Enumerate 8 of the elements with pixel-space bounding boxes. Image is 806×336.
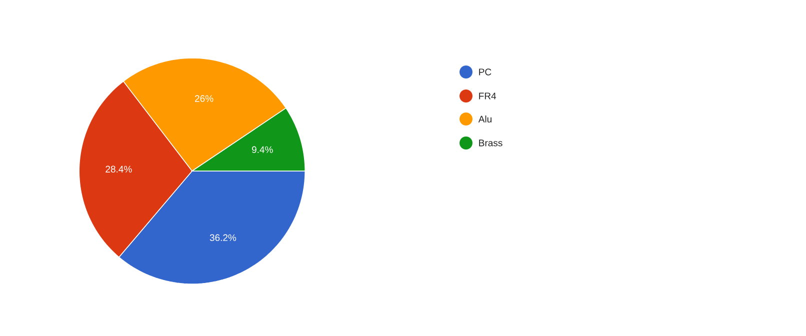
legend-label: Brass	[479, 140, 502, 146]
data-label: 28.4%	[106, 166, 132, 173]
data-label: 26%	[195, 95, 214, 102]
legend-label: Alu	[478, 116, 492, 122]
legend-label: PC	[479, 68, 492, 76]
data-label: 36.2%	[210, 234, 236, 242]
legend-label: FR4	[479, 92, 496, 100]
data-label: 9.4%	[252, 146, 273, 153]
